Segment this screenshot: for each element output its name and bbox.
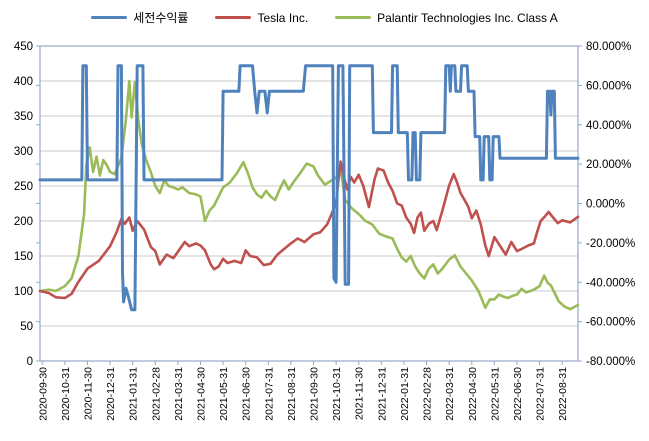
x-axis-labels: 2020-09-30 2020-10-31 2020-11-30 2020-12-31… [37,367,569,421]
legend-label: Tesla Inc. [257,10,309,25]
x-tick-label: 2020-09-30 [37,367,49,421]
x-tick-label: 2022-04-30 [467,367,479,421]
y-left-tick-label: 150 [14,251,33,263]
y-right-tick-label: 80.000% [586,41,631,53]
y-right-tick-label: -40.000% [586,277,635,289]
y-right-axis-labels: 80.000% 60.000% 40.000% 20.000% 0.000% -20.00… [586,41,635,368]
y-right-tick-label: -20.000% [586,238,635,250]
y-left-tick-label: 450 [14,41,33,53]
x-tick-label: 2020-11-30 [82,367,94,420]
chart-legend: 세전수익률 Tesla Inc. Palantir Technologies Inc… [0,9,649,26]
x-tick-label: 2021-05-31 [218,367,230,421]
y-left-tick-label: 250 [14,181,33,193]
legend-label: Palantir Technologies Inc. Class A [377,10,558,25]
x-tick-label: 2021-12-31 [376,367,388,421]
x-tick-label: 2021-03-31 [173,367,185,421]
x-tick-label: 2022-02-28 [422,367,434,421]
x-tick-label: 2020-12-31 [105,367,117,421]
y-left-tick-label: 350 [14,111,33,123]
series-line-2 [38,79,580,311]
legend-item-0: 세전수익률 [91,9,188,26]
legend-line-swatch [335,16,372,19]
y-right-tick-label: -80.000% [586,356,635,368]
x-tick-label: 2021-09-30 [309,367,321,421]
y-left-tick-label: 0 [27,356,33,368]
x-tick-label: 2022-08-31 [557,367,569,421]
x-tick-label: 2021-07-31 [263,367,275,421]
x-tick-label: 2022-03-31 [444,367,456,421]
y-left-tick-label: 200 [14,216,33,228]
series-line-0 [38,64,580,312]
y-right-tick-label: 20.000% [586,159,631,171]
y-right-tick-label: -60.000% [586,317,635,329]
x-tick-label: 2021-10-31 [331,367,343,421]
legend-line-swatch [215,16,252,19]
x-tick-label: 2020-10-31 [60,367,72,421]
y-left-axis-labels: 450 400 350 300 250 200 150 100 50 0 [14,41,33,368]
x-tick-label: 2021-01-31 [128,367,140,421]
y-right-tick-label: 60.000% [586,80,631,92]
axis-ticks [36,45,582,365]
y-left-tick-label: 300 [14,146,33,158]
x-tick-label: 2022-01-31 [399,367,411,421]
y-left-tick-label: 400 [14,76,33,88]
legend-item-2: Palantir Technologies Inc. Class A [335,11,558,25]
legend-line-swatch [91,16,128,19]
x-tick-label: 2021-11-30 [354,367,366,420]
legend-label: 세전수익률 [133,11,189,25]
y-right-tick-label: 0.000% [586,199,625,211]
x-tick-label: 2022-06-30 [512,367,524,421]
x-tick-label: 2021-02-28 [150,367,162,421]
y-left-tick-label: 100 [14,286,33,298]
y-left-tick-label: 50 [20,321,33,333]
x-tick-label: 2021-06-30 [241,367,253,421]
x-tick-label: 2022-07-31 [535,367,547,421]
y-right-tick-label: 40.000% [586,120,631,132]
x-tick-label: 2022-05-31 [489,367,501,421]
legend-item-1: Tesla Inc. [215,11,308,25]
x-tick-label: 2021-04-30 [195,367,207,421]
x-tick-label: 2021-08-31 [286,367,298,421]
